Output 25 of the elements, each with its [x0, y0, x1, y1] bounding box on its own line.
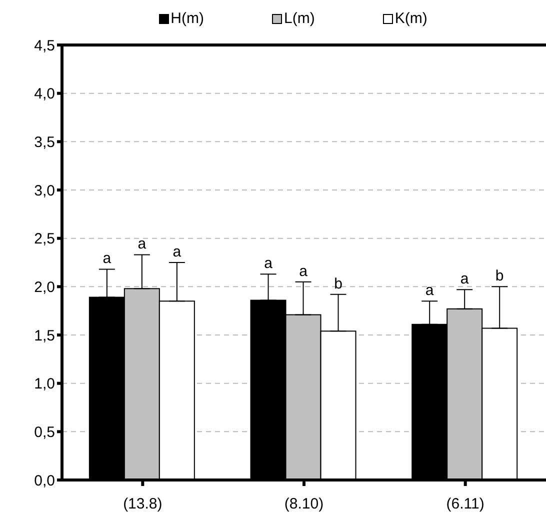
y-tick-label: 4,5 — [34, 37, 55, 54]
y-tick-label: 0,0 — [34, 472, 55, 490]
y-tick-label: 4,0 — [34, 86, 55, 103]
data-label: a — [264, 255, 274, 272]
data-label: a — [138, 236, 147, 253]
y-tick-label: 1,0 — [34, 376, 55, 393]
data-label: a — [102, 250, 112, 268]
legend-label: H(m) — [170, 10, 204, 27]
data-label: b — [495, 268, 504, 285]
y-tick-label: 1,5 — [34, 327, 55, 344]
data-label: a — [425, 282, 434, 300]
x-tick-label: (6.11) — [446, 496, 484, 513]
x-tick-label: (13.8) — [123, 496, 162, 513]
legend-label: L(m) — [284, 10, 315, 27]
y-tick-label: 3,5 — [34, 134, 55, 151]
x-tick-label: (8.10) — [284, 496, 324, 513]
y-tick-label: 0,5 — [34, 424, 55, 441]
data-label: a — [172, 243, 182, 260]
y-tick-label: 2,0 — [34, 278, 55, 296]
y-tick-label: 2,5 — [34, 230, 55, 248]
data-label: b — [334, 275, 342, 292]
y-tick-label: 3,0 — [34, 182, 55, 200]
data-label: a — [460, 270, 470, 288]
data-label: a — [299, 262, 308, 280]
legend-label: K(m) — [394, 10, 428, 27]
